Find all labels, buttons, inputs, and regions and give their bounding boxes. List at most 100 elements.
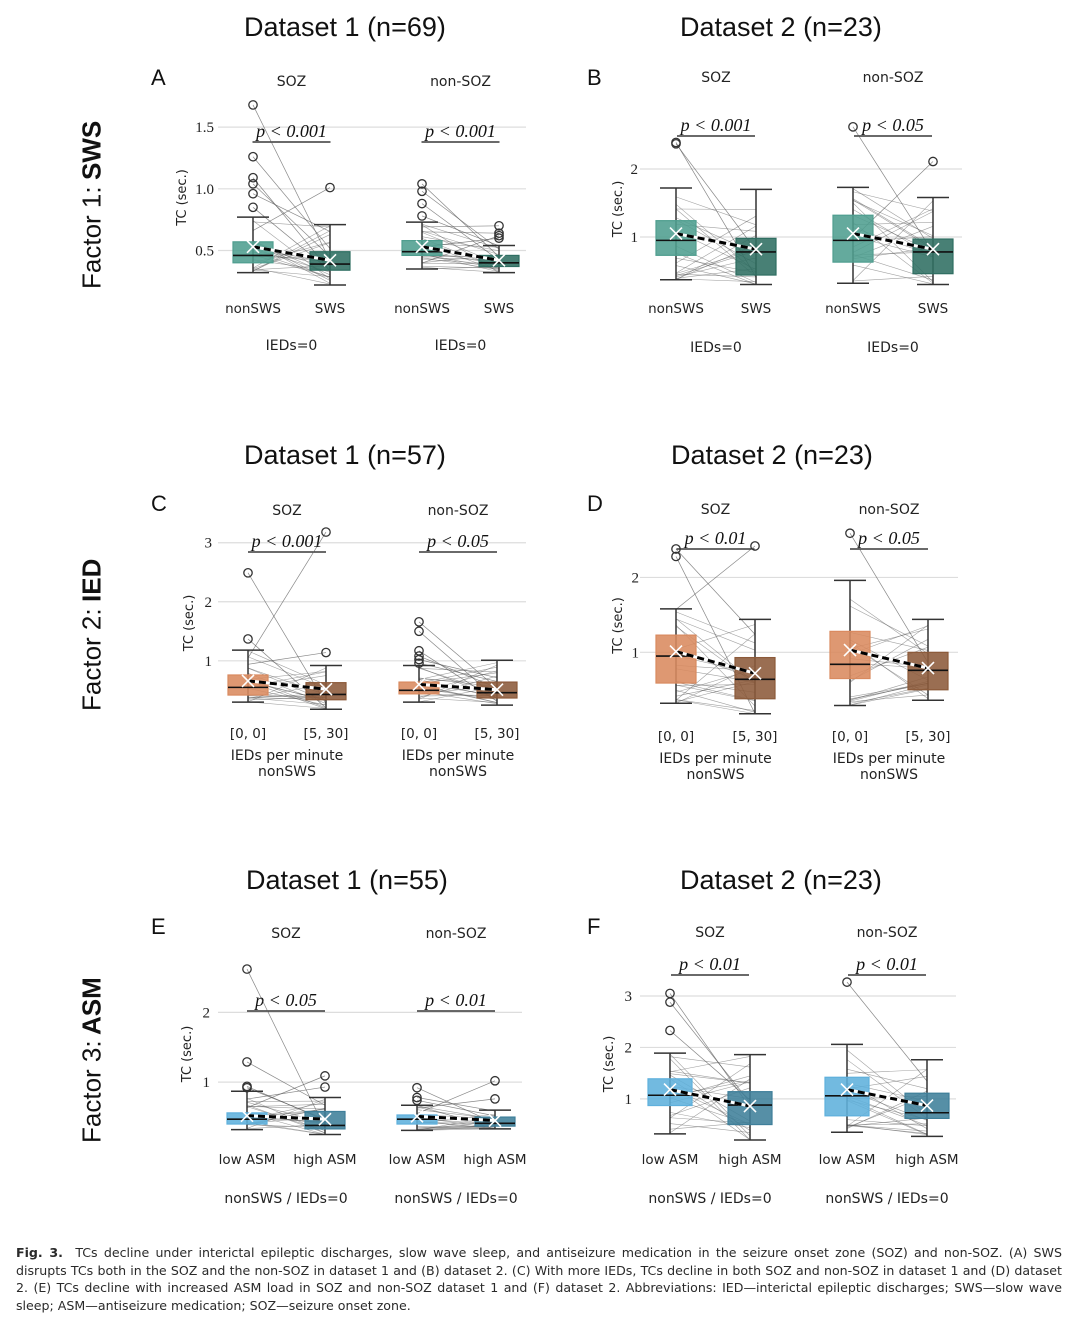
category-label: high ASM (895, 1152, 958, 1168)
y-tick-label: 1 (625, 1092, 633, 1108)
category-label: nonSWS (825, 301, 881, 317)
category-label: high ASM (463, 1152, 526, 1168)
outlier-point (248, 179, 258, 189)
paired-line (421, 253, 500, 273)
paired-line (675, 143, 757, 251)
group-sublabel: nonSWS / IEDs=0 (224, 1191, 347, 1207)
group-title: non-SOZ (430, 74, 491, 90)
y-axis-label: TC (sec.) (180, 1026, 195, 1084)
mean-marker (488, 1113, 502, 1128)
outlier-point (412, 1092, 422, 1103)
panel-d-plot: 1 2 TC (sec.) SOZ p < 0.01 [0, 0] [5, 30] IEDs … (611, 502, 958, 783)
box-nonsws: nonSWS (225, 100, 281, 317)
paired-line (421, 265, 500, 269)
paired-line (246, 1061, 326, 1106)
group-sublabel: IEDs per minute (231, 748, 344, 764)
mean-marker (240, 1109, 254, 1123)
category-label: nonSWS (648, 301, 704, 317)
p-value-label: p < 0.01 (854, 954, 918, 974)
outlier-point (248, 202, 258, 213)
mean-marker (246, 240, 260, 254)
group-title: SOZ (701, 70, 731, 86)
box-low-asm: low ASM (819, 977, 875, 1168)
paired-line (669, 1123, 751, 1133)
paired-line (852, 264, 934, 285)
paired-line (846, 981, 928, 1082)
mean-connector (252, 245, 331, 262)
paired-line (852, 275, 934, 282)
panel-letter-f: F (587, 914, 601, 939)
group-non-soz: non-SOZ p < 0.05 nonSWS SWS IEDs=0 (825, 70, 954, 356)
outlier-point (321, 527, 331, 537)
iqr-box (829, 630, 871, 680)
paired-line (852, 126, 934, 253)
iqr-box (734, 656, 776, 700)
paired-line (849, 533, 929, 663)
paired-line (252, 104, 331, 261)
row-title-3-dataset-2: Dataset 2 (n=23) (680, 865, 882, 895)
group-title: SOZ (271, 926, 301, 942)
paired-line (247, 697, 327, 705)
y-tick-label: 2 (625, 1040, 633, 1056)
paired-line (669, 1056, 751, 1068)
mean-connector (246, 1114, 326, 1121)
outlier-point (845, 528, 855, 539)
group-sublabel: IEDs=0 (435, 338, 487, 354)
row-title-1-dataset-2: Dataset 2 (n=23) (680, 12, 882, 42)
p-value-label: p < 0.001 (250, 531, 323, 551)
group-sublabel: nonSWS / IEDs=0 (394, 1191, 517, 1207)
group-sublabel: nonSWS (429, 764, 487, 780)
outlier-point (414, 645, 424, 656)
y-tick-label: 1 (631, 230, 639, 246)
mean-marker (920, 1098, 934, 1113)
category-label: low ASM (219, 1152, 276, 1168)
paired-line (247, 652, 327, 665)
outlier-point (414, 616, 424, 627)
box--0-0-: [0, 0] (655, 544, 697, 745)
mean-marker (492, 253, 506, 267)
category-label: low ASM (389, 1152, 446, 1168)
p-value-label: p < 0.001 (679, 115, 752, 135)
paired-line (669, 1056, 751, 1073)
row-title-3-dataset-1: Dataset 1 (n=55) (246, 865, 448, 895)
paired-line (421, 235, 500, 264)
mean-marker (323, 253, 337, 267)
mean-marker (921, 661, 935, 675)
group-soz: SOZ p < 0.001 [0, 0] [5, 30] IEDs per minute… (227, 503, 348, 780)
outlier-point (412, 1082, 422, 1093)
paired-line (669, 993, 751, 1108)
box-high-asm: high ASM (293, 1071, 357, 1168)
y-tick-label: 1 (632, 645, 640, 661)
group-sublabel: IEDs per minute (659, 751, 772, 767)
mean-connector (852, 232, 934, 251)
group-sublabel: nonSWS (258, 764, 316, 780)
paired-line (416, 1099, 496, 1117)
outlier-point (671, 137, 681, 148)
paired-line (421, 231, 500, 234)
p-value-label: p < 0.001 (423, 121, 496, 141)
mean-connector (416, 1114, 496, 1123)
iqr-box (305, 682, 347, 701)
p-value-label: p < 0.01 (423, 990, 487, 1010)
row-title-1-dataset-1: Dataset 1 (n=69) (244, 12, 446, 42)
category-label: [0, 0] (230, 726, 266, 742)
iqr-box (655, 634, 697, 684)
box--0-0-: [0, 0] (227, 567, 269, 742)
mean-marker (319, 682, 333, 696)
iqr-box (655, 220, 697, 256)
paired-line (675, 196, 757, 226)
category-label: [5, 30] (906, 729, 951, 745)
box-sws: SWS (735, 188, 777, 317)
p-value-label: p < 0.05 (860, 115, 924, 135)
row-title-2-dataset-1: Dataset 1 (n=57) (244, 440, 446, 470)
panel-letter-b: B (587, 65, 602, 90)
group-soz: SOZ p < 0.01 [0, 0] [5, 30] IEDs per minuten… (655, 502, 777, 783)
y-axis-label: TC (sec.) (182, 595, 197, 653)
paired-line (669, 1078, 751, 1134)
panel-a-plot: 0.5 1.0 1.5 TC (sec.) SOZ p < 0.001 nonSWS SWS I… (175, 74, 526, 354)
paired-line (252, 269, 331, 277)
paired-line (669, 1063, 751, 1119)
outlier-point (671, 544, 681, 554)
iqr-box (912, 238, 954, 275)
